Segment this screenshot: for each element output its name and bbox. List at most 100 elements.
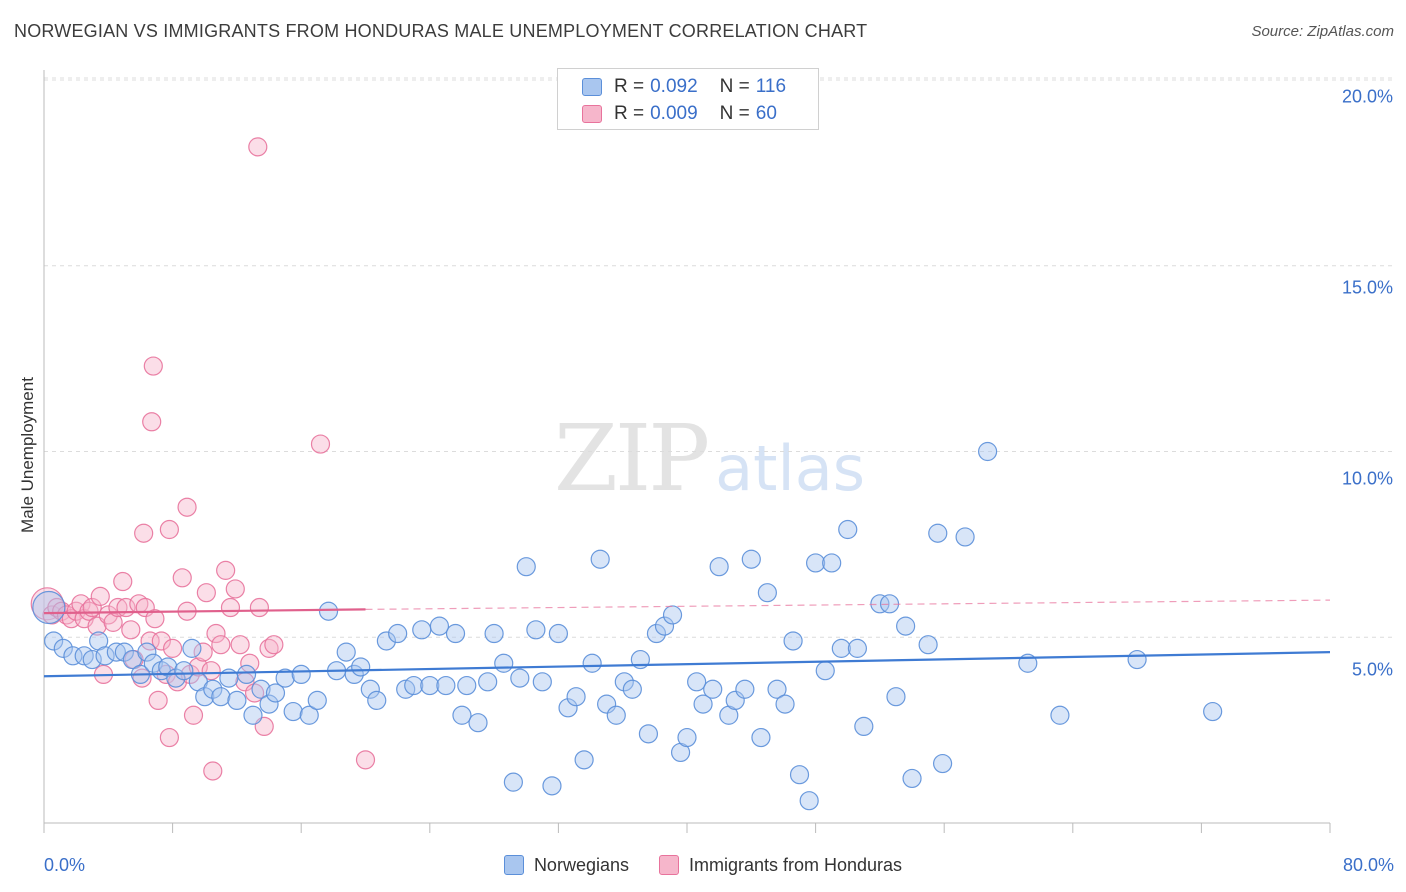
norwegian-point <box>478 672 498 692</box>
norwegian-point <box>436 675 456 696</box>
norwegian-point <box>259 694 279 714</box>
norwegian-point <box>1203 701 1223 722</box>
norwegian-point <box>351 657 371 677</box>
honduras-point <box>143 356 163 376</box>
norwegian-point <box>203 679 223 699</box>
norwegian-point <box>687 672 707 692</box>
norwegian-point <box>638 724 659 744</box>
y-tick-label-5: 5.0% <box>1351 659 1393 680</box>
x-tick-label-max: 80.0% <box>1342 855 1394 875</box>
norwegian-point <box>143 653 163 673</box>
legend-swatch-blue <box>503 855 524 875</box>
norwegian-point <box>336 642 356 662</box>
norwegian-point <box>265 683 286 703</box>
legend-row-honduras: R = 0.009 N = 60 <box>582 103 777 125</box>
norwegian-point <box>452 705 472 725</box>
honduras-point <box>201 661 221 681</box>
honduras-point <box>79 601 99 621</box>
norwegian-point <box>174 661 194 681</box>
norwegian-point <box>526 620 546 640</box>
norwegian-point <box>757 583 777 603</box>
norwegian-point <box>457 675 477 696</box>
norwegian-point <box>95 646 115 666</box>
norwegian-point <box>182 638 202 658</box>
norwegian-point <box>367 690 387 711</box>
norwegian-point <box>902 768 922 789</box>
norwegian-point <box>654 616 675 636</box>
norwegian-point <box>195 687 215 707</box>
norwegian-point <box>789 765 810 785</box>
norwegian-point <box>590 549 610 569</box>
norwegian-point <box>360 679 380 699</box>
norwegian-point <box>928 523 948 543</box>
honduras-point <box>230 635 250 655</box>
norwegian-point <box>725 690 745 711</box>
norwegian-point <box>532 672 552 692</box>
norwegian-point <box>299 705 319 725</box>
honduras-point <box>159 727 179 748</box>
norwegian-point <box>838 519 858 540</box>
norwegian-point <box>291 664 311 685</box>
norwegian-point <box>516 557 536 577</box>
honduras-point <box>148 690 168 711</box>
honduras-trendline <box>43 608 366 615</box>
legend-r-label: R = <box>614 76 645 97</box>
norwegian-point <box>429 616 450 636</box>
legend-row-norwegians: R = 0.092 N = 116 <box>582 76 786 98</box>
norwegian-point <box>597 694 617 714</box>
y-tick-label-10: 10.0% <box>1341 468 1393 489</box>
honduras-point <box>90 586 110 606</box>
norwegian-point <box>404 675 424 696</box>
norwegian-point <box>703 679 723 699</box>
legend-swatch-blue <box>582 78 602 96</box>
honduras-point <box>193 642 213 662</box>
norwegian-point <box>847 638 867 658</box>
honduras-point <box>310 434 331 454</box>
honduras-trendline-extension <box>365 599 1331 610</box>
norwegian-point <box>918 635 938 655</box>
honduras-point <box>216 560 236 580</box>
norwegian-point <box>677 727 697 748</box>
norwegian-point <box>709 557 729 577</box>
norwegian-point <box>582 653 602 673</box>
norwegian-point <box>886 687 906 707</box>
honduras-point <box>264 635 284 655</box>
legend-item-norwegians: Norwegians <box>503 854 629 876</box>
honduras-point <box>225 579 245 599</box>
norwegian-point <box>1050 705 1070 725</box>
norwegian-point <box>799 791 819 811</box>
norwegian-point <box>822 553 842 573</box>
norwegian-point <box>137 642 157 662</box>
honduras-point <box>30 587 64 621</box>
legend-r-label: R = <box>614 103 645 124</box>
honduras-point <box>142 412 162 432</box>
norwegian-point <box>494 653 514 673</box>
norwegian-point <box>775 694 795 714</box>
norwegian-point <box>741 549 761 569</box>
norwegian-point <box>510 668 530 688</box>
norwegian-point <box>558 698 578 718</box>
norwegian-point <box>63 646 83 666</box>
norwegian-point <box>211 687 231 707</box>
norwegian-point <box>227 690 247 711</box>
norwegian-point <box>767 679 787 699</box>
norwegian-point <box>376 631 396 651</box>
legend-r-value: 0.092 <box>650 76 698 97</box>
chart-title: NORWEGIAN VS IMMIGRANTS FROM HONDURAS MA… <box>14 21 868 41</box>
legend-n-value: 60 <box>755 103 777 124</box>
honduras-point <box>163 638 183 658</box>
norwegian-trendline <box>43 651 1331 678</box>
honduras-point <box>211 635 231 655</box>
norwegian-point <box>854 716 874 737</box>
norwegian-point <box>484 623 504 644</box>
norwegian-point <box>978 441 998 462</box>
norwegian-point <box>44 631 64 651</box>
stats-legend: R = 0.092 N = 116 R = 0.009 N = 60 <box>557 68 819 130</box>
norwegian-point <box>468 713 488 733</box>
norwegian-point <box>693 694 713 714</box>
legend-n-value: 116 <box>755 76 787 97</box>
honduras-point <box>355 750 376 770</box>
honduras-point <box>196 583 216 603</box>
x-tick-label-min: 0.0% <box>44 855 86 875</box>
legend-label-norwegians: Norwegians <box>533 854 629 875</box>
